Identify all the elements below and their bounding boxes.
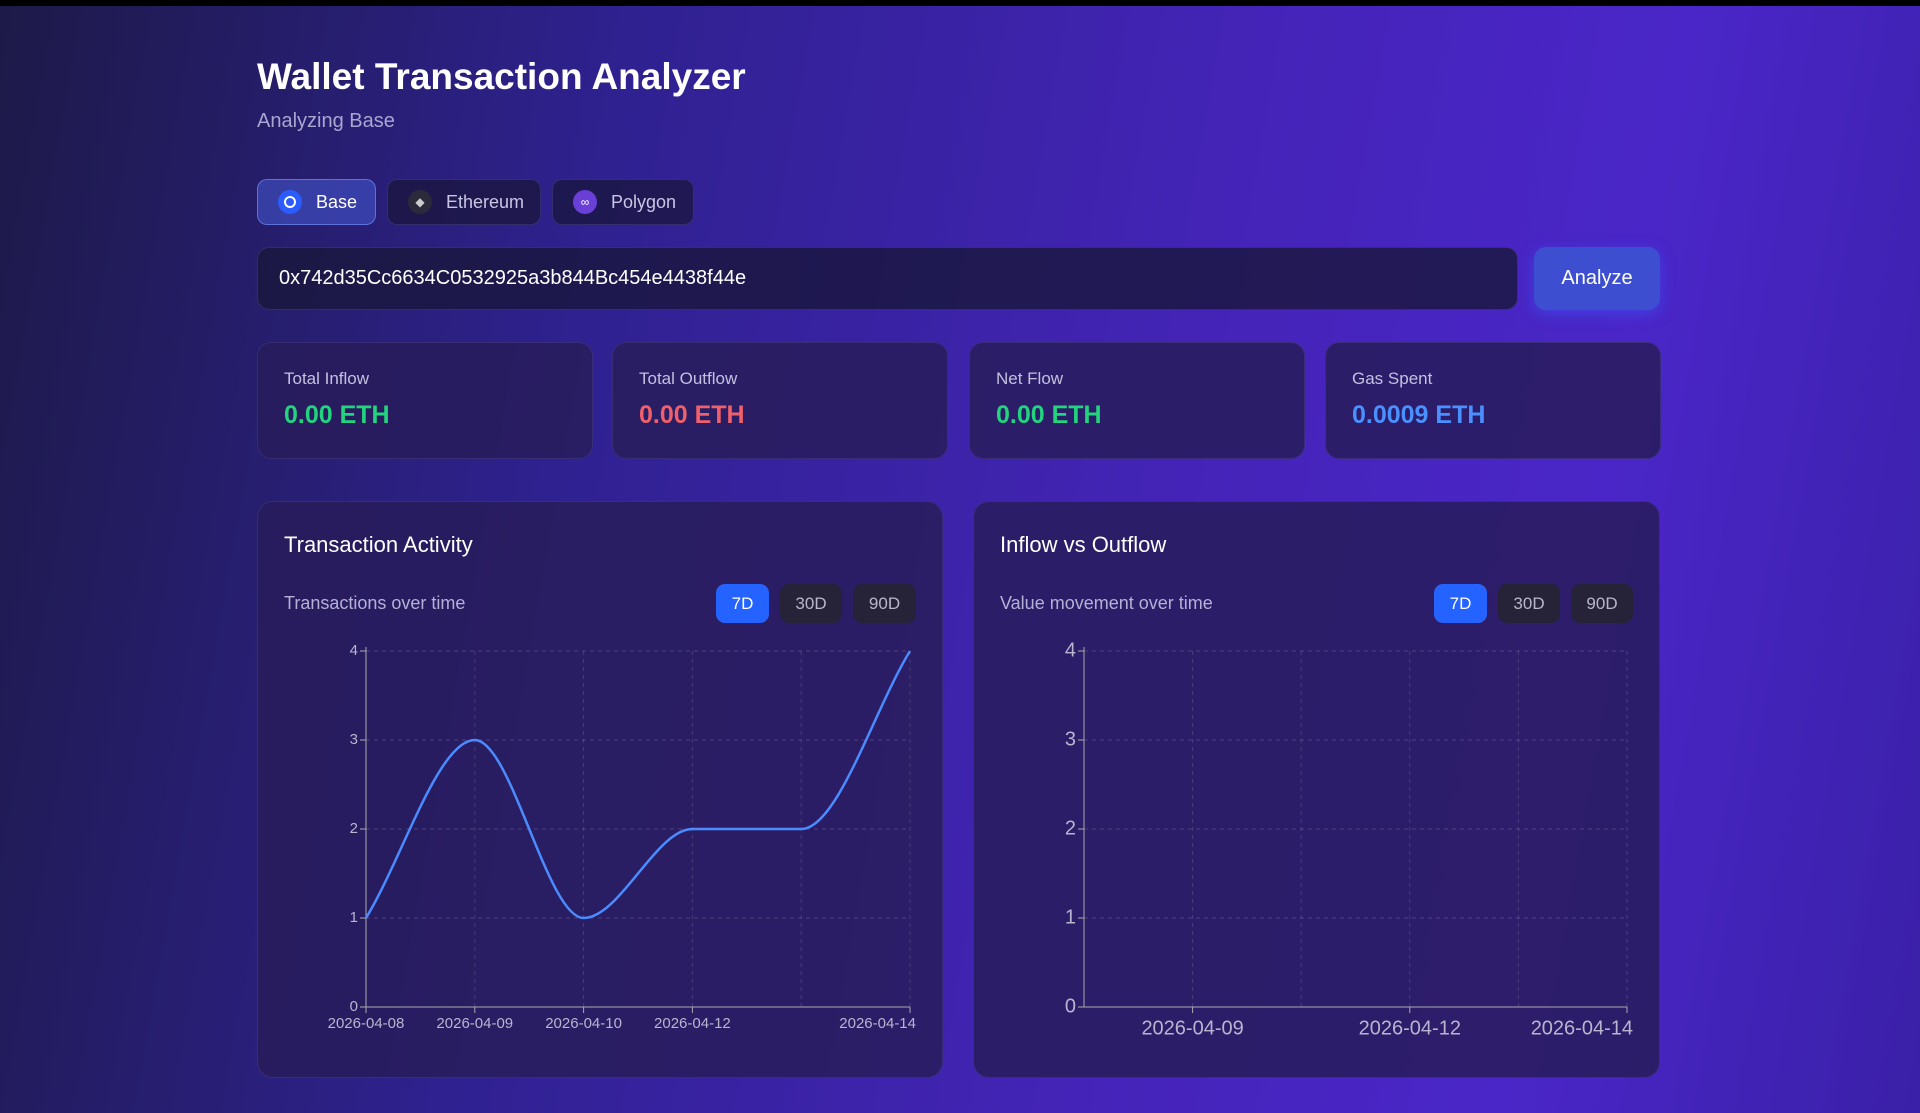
stat-card: Total Inflow 0.00 ETH [257, 342, 593, 459]
y-tick-label: 4 [350, 642, 358, 659]
x-tick-label: 2026-04-10 [545, 1015, 622, 1032]
icon: ∞ [573, 190, 597, 214]
chart-title: Inflow vs Outflow [1000, 532, 1167, 557]
y-tick-label: 0 [1065, 995, 1076, 1017]
range-button[interactable]: 7D [1434, 584, 1487, 623]
icon [278, 190, 302, 214]
stat-value: 0.0009 ETH [1352, 401, 1486, 429]
stat-card: Total Outflow 0.00 ETH [612, 342, 948, 459]
network-tab[interactable]: Base [257, 179, 376, 225]
y-tick-label: 2 [350, 820, 358, 837]
stat-value: 0.00 ETH [996, 401, 1102, 429]
address-text: 0x742d35Cc6634C0532925a3b844Bc454e4438f4… [279, 267, 747, 289]
tab-label: Ethereum [446, 191, 525, 212]
tab-label: Base [316, 191, 358, 212]
y-tick-label: 1 [1065, 906, 1076, 928]
icon: ◆ [408, 190, 432, 214]
range-button[interactable]: 90D [1571, 584, 1633, 623]
chart-subtitle: Transactions over time [284, 593, 466, 613]
x-tick-label: 2026-04-14 [1531, 1017, 1633, 1039]
y-tick-label: 0 [350, 998, 358, 1015]
range-button[interactable]: 30D [1498, 584, 1560, 623]
chart-subtitle: Value movement over time [1000, 593, 1213, 613]
x-tick-label: 2026-04-08 [328, 1015, 405, 1032]
y-tick-label: 3 [1065, 728, 1076, 750]
stat-label: Total Inflow [284, 369, 370, 388]
stat-card: Net Flow 0.00 ETH [969, 342, 1305, 459]
title: Wallet Transaction Analyzer [257, 56, 746, 97]
top-bar [0, 0, 1920, 6]
stat-label: Total Outflow [639, 369, 738, 388]
y-tick-label: 4 [1065, 639, 1076, 661]
stat-card: Gas Spent 0.0009 ETH [1325, 342, 1661, 459]
button-label: Analyze [1561, 267, 1633, 289]
x-tick-label: 2026-04-12 [1359, 1017, 1461, 1039]
subtitle: Analyzing Base [257, 110, 395, 132]
stat-label: Gas Spent [1352, 369, 1433, 388]
stat-value: 0.00 ETH [639, 401, 745, 429]
y-tick-label: 2 [1065, 817, 1076, 839]
stat-label: Net Flow [996, 369, 1064, 388]
address-input[interactable]: 0x742d35Cc6634C0532925a3b844Bc454e4438f4… [257, 247, 1518, 310]
x-tick-label: 2026-04-12 [654, 1015, 731, 1032]
tab-label: Polygon [611, 191, 677, 212]
analyze-button[interactable]: Analyze [1534, 247, 1660, 310]
y-tick-label: 3 [350, 731, 358, 748]
stat-value: 0.00 ETH [284, 401, 390, 429]
range-button[interactable]: 30D [780, 584, 842, 623]
y-tick-label: 1 [350, 909, 358, 926]
range-button[interactable]: 7D [716, 584, 769, 623]
network-tab[interactable]: ◆ Ethereum [387, 179, 541, 225]
chart-title: Transaction Activity [284, 532, 473, 557]
x-tick-label: 2026-04-09 [1141, 1017, 1243, 1039]
range-button[interactable]: 90D [853, 584, 916, 623]
x-tick-label: 2026-04-09 [436, 1015, 513, 1032]
network-tab[interactable]: ∞ Polygon [552, 179, 694, 225]
data-line [364, 650, 912, 920]
x-tick-label: 2026-04-14 [839, 1015, 916, 1032]
